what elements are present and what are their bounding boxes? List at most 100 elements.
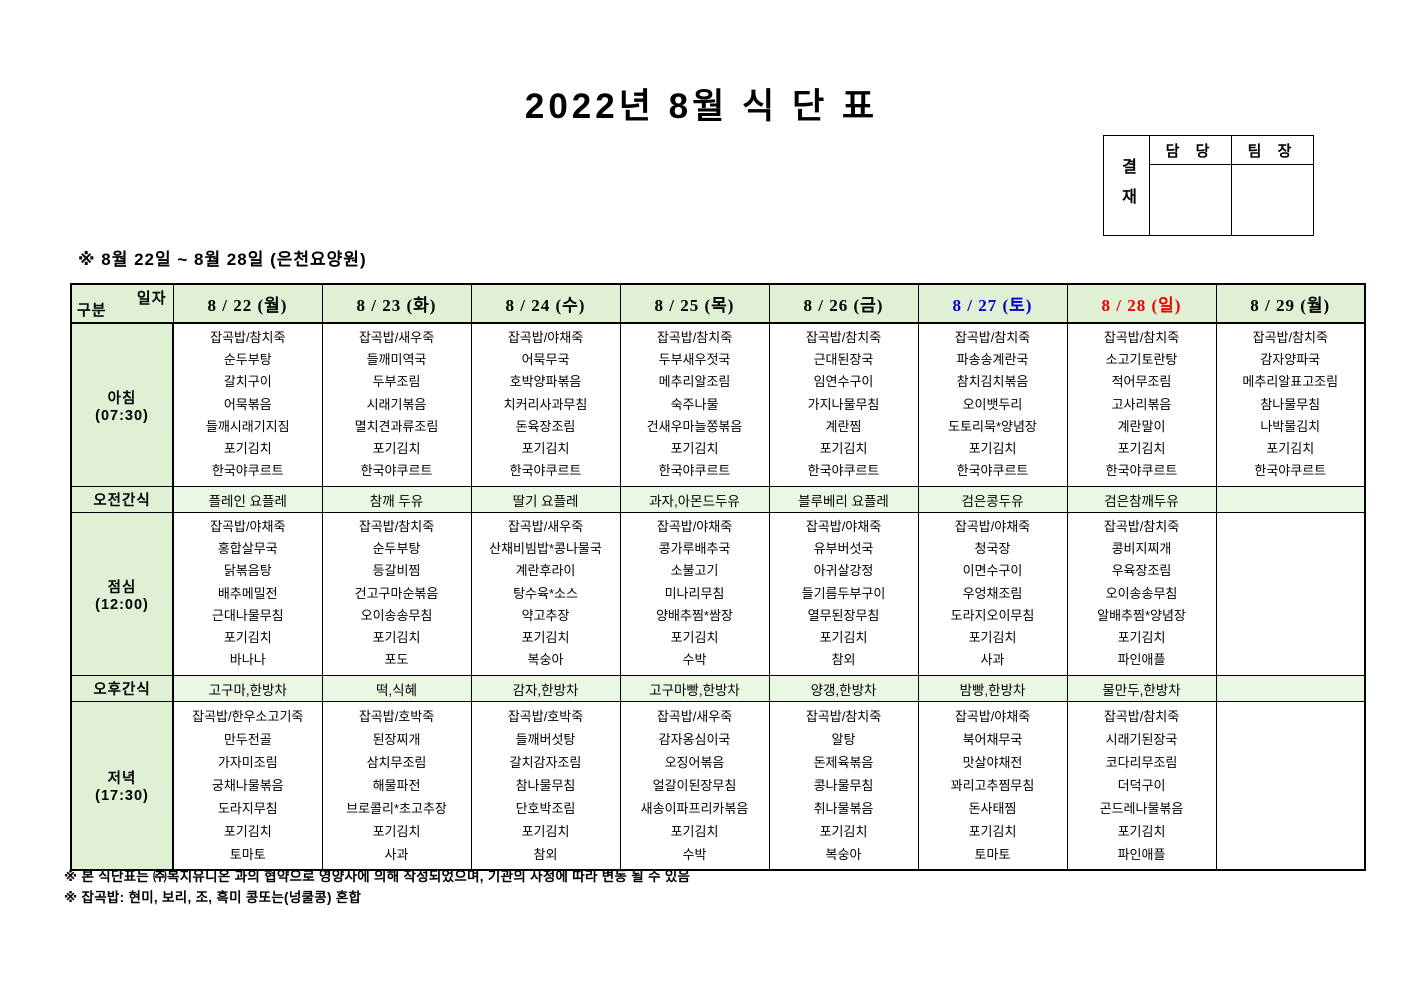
menu-item: 근대된장국 (813, 352, 874, 368)
menu-cell: 잡곡밥/새우죽 감자옹심이국 오징어볶음 얼갈이된장무침 새송이파프리카볶음 포기김치 수박 (619, 701, 770, 871)
snack-cell: 고구마,한방차 (172, 675, 323, 702)
menu-item: 참나물무침 (515, 778, 576, 793)
menu-item: 잡곡밥/호박죽 (507, 709, 584, 724)
menu-item: 시래기된장국 (1105, 732, 1178, 747)
menu-cell: 잡곡밥/참치죽 소고기토란탕 적어무조림 고사리볶음 계란말이 포기김치 한국야쿠르트 (1066, 322, 1217, 487)
menu-item: 양배추찜*쌈장 (656, 607, 733, 623)
menu-item: 잡곡밥/참치죽 (1103, 519, 1180, 534)
snack-cell: 고구마빵,한방차 (619, 675, 770, 702)
menu-table-head: 일자 구분 8 / 22 (월) 8 / 23 (화) 8 / 24 (수) 8 / 25… (70, 283, 1366, 324)
menu-item: 포기김치 (223, 441, 272, 457)
menu-item: 잡곡밥/참치죽 (805, 330, 882, 345)
menu-item: 잡곡밥/새우죽 (656, 709, 733, 724)
menu-item: 감자옹심이국 (658, 732, 731, 747)
menu-item: 사과 (980, 652, 1005, 668)
menu-item: 돈사태찜 (968, 801, 1017, 816)
row-label-dinner: 저녁 (17:30) (70, 701, 174, 871)
menu-item: 토마토 (974, 847, 1011, 862)
snack-cell: 딸기 요플레 (470, 486, 621, 513)
snack-cell: 밤빵,한방차 (917, 675, 1068, 702)
row-label-text: 저녁 (107, 771, 137, 787)
menu-cell: 잡곡밥/호박죽 된장찌개 삼치무조림 해물파전 브로콜리*초고추장 포기김치 사과 (321, 701, 472, 871)
menu-item: 잡곡밥/야채죽 (656, 519, 733, 534)
menu-item: 맛살야채전 (962, 755, 1023, 770)
menu-item: 한국야쿠르트 (956, 463, 1029, 479)
menu-item: 포기김치 (1117, 630, 1166, 646)
date-header: 8 / 29 (월) (1215, 283, 1366, 324)
menu-item: 적어무조림 (1111, 374, 1172, 390)
dinner-row: 저녁 (17:30) 잡곡밥/한우소고기죽 만두전골 가자미조림 궁채나물볶음 도라지무침 포… (70, 701, 1366, 871)
menu-item: 순두부탕 (223, 352, 272, 368)
row-label-time: (07:30) (95, 407, 149, 424)
menu-item: 아귀살강정 (813, 563, 874, 579)
menu-item: 도토리묵*양념장 (948, 418, 1037, 434)
menu-item: 나박물김치 (1260, 418, 1321, 434)
menu-item: 포기김치 (223, 824, 272, 839)
menu-item: 이면수구이 (962, 563, 1023, 579)
approval-col-teamlead: 팀 장 (1231, 135, 1314, 165)
menu-item: 잡곡밥/참치죽 (358, 519, 435, 534)
row-label-time: (17:30) (95, 788, 149, 804)
row-label-afternoon-snack: 오후간식 (70, 675, 174, 702)
menu-item: 들깨버섯탕 (515, 732, 576, 747)
menu-cell: 잡곡밥/참치죽 콩비지찌개 우육장조림 오이송송무침 알배추찜*양념장 포기김치 파인애플 (1066, 512, 1217, 676)
menu-cell: 잡곡밥/야채죽 청국장 이면수구이 우엉채조림 도라지오이무침 포기김치 사과 (917, 512, 1068, 676)
menu-item: 등갈비찜 (372, 563, 421, 579)
menu-item: 한국야쿠르트 (1254, 463, 1327, 479)
menu-cell: 잡곡밥/야채죽 홍합살무국 닭볶음탕 배추메밀전 근대나물무침 포기김치 바나나 (172, 512, 323, 676)
menu-item: 계란후라이 (515, 563, 576, 579)
menu-item: 갈치구이 (223, 374, 272, 390)
menu-cell: 잡곡밥/호박죽 들깨버섯탕 갈치감자조림 참나물무침 단호박조림 포기김치 참외 (470, 701, 621, 871)
menu-item: 포기김치 (819, 441, 868, 457)
menu-item: 파인애플 (1117, 847, 1166, 862)
menu-item: 파송송계란국 (956, 352, 1029, 368)
menu-item: 새송이파프리카볶음 (640, 801, 749, 816)
menu-item: 잡곡밥/야채죽 (210, 519, 286, 534)
menu-item: 잡곡밥/새우죽 (358, 330, 435, 345)
menu-item: 도라지무침 (217, 801, 278, 816)
approval-header-row: 결재 담 당 팀 장 (1103, 135, 1314, 236)
menu-item: 계란말이 (1117, 418, 1166, 434)
snack-cell (1215, 486, 1366, 513)
menu-item: 된장찌개 (372, 732, 421, 747)
menu-item: 포기김치 (372, 824, 421, 839)
menu-item: 곤드레나물볶음 (1099, 801, 1184, 816)
menu-item: 바나나 (229, 652, 266, 668)
menu-item: 포기김치 (1117, 441, 1166, 457)
menu-table: 일자 구분 8 / 22 (월) 8 / 23 (화) 8 / 24 (수) 8 / 25… (70, 283, 1366, 871)
menu-item: 우엉채조림 (962, 585, 1023, 601)
corner-label-category: 구분 (77, 302, 107, 319)
menu-item: 포기김치 (521, 441, 570, 457)
menu-item: 삼치무조림 (366, 755, 427, 770)
menu-item: 약고추장 (521, 607, 570, 623)
menu-item: 만두전골 (223, 732, 272, 747)
menu-item: 멸치견과류조림 (354, 418, 439, 434)
menu-item: 잡곡밥/참치죽 (805, 709, 882, 724)
menu-cell: 잡곡밥/야채죽 콩가루배추국 소불고기 미나리무침 양배추찜*쌈장 포기김치 수박 (619, 512, 770, 676)
menu-item: 도라지오이무침 (950, 607, 1035, 623)
menu-item: 한국야쿠르트 (360, 463, 433, 479)
menu-item: 숙주나물 (670, 396, 719, 412)
date-header: 8 / 27 (토) (917, 283, 1068, 324)
menu-item: 치커리사과무침 (503, 396, 588, 412)
menu-item: 더덕구이 (1117, 778, 1166, 793)
menu-item: 잡곡밥/호박죽 (358, 709, 435, 724)
menu-item: 포기김치 (670, 441, 719, 457)
menu-item: 오이송송무침 (360, 607, 433, 623)
menu-cell: 잡곡밥/참치죽 알탕 돈제육볶음 콩나물무침 취나물볶음 포기김치 복숭아 (768, 701, 919, 871)
menu-item: 돈육장조림 (515, 418, 576, 434)
snack-cell: 양갱,한방차 (768, 675, 919, 702)
menu-item: 소고기토란탕 (1105, 352, 1178, 368)
menu-item: 시래기볶음 (366, 396, 427, 412)
row-label-text: 오후간식 (93, 682, 151, 698)
menu-item: 잡곡밥/야채죽 (507, 330, 584, 345)
menu-item: 포기김치 (819, 630, 868, 646)
lunch-row: 점심 (12:00) 잡곡밥/야채죽 홍합살무국 닭볶음탕 배추메밀전 근대나물무침 포기김치… (70, 512, 1366, 676)
menu-item: 참외 (533, 847, 558, 862)
menu-cell: 잡곡밥/야채죽 북어채무국 맛살야채전 꽈리고추찜무침 돈사태찜 포기김치 토마토 (917, 701, 1068, 871)
menu-item: 포기김치 (223, 630, 272, 646)
menu-item: 한국야쿠르트 (509, 463, 582, 479)
snack-cell: 검은참깨두유 (1066, 486, 1217, 513)
menu-item: 알배추찜*양념장 (1097, 607, 1186, 623)
menu-table-body: 아침 (07:30) 잡곡밥/참치죽 순두부탕 갈치구이 어묵볶음 들깨시래기지짐 포기김치 한… (70, 322, 1366, 871)
